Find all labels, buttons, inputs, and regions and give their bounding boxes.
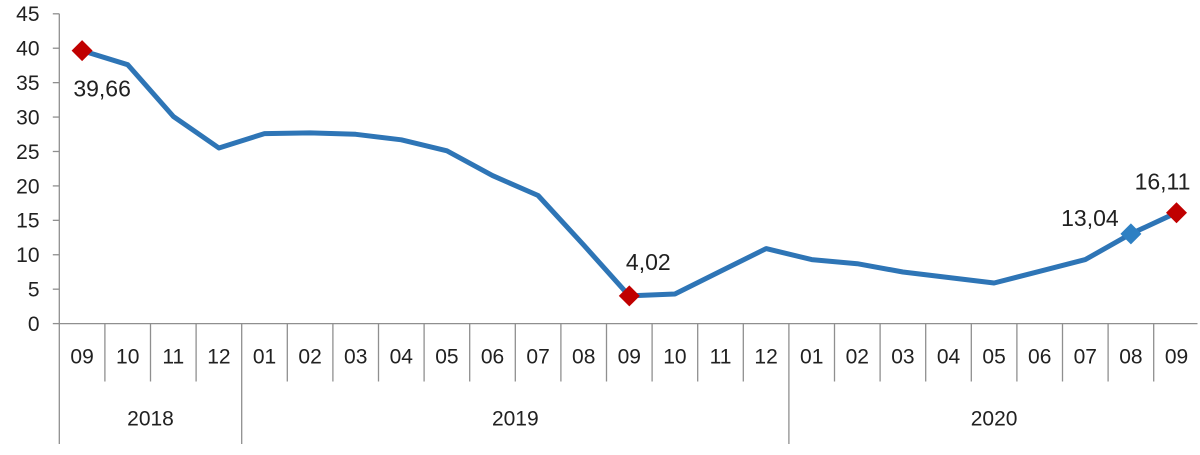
marker-diamond-0 [71,40,93,62]
month-label-7: 04 [390,345,414,368]
month-label-24: 09 [1165,345,1188,368]
year-label-2020: 2020 [971,407,1018,430]
y-tick-label-30: 30 [16,106,39,129]
point-label-24: 16,11 [1135,169,1191,195]
year-label-2018: 2018 [127,407,174,430]
point-label-12: 4,02 [626,249,671,275]
point-label-23: 13,04 [1061,205,1119,231]
marker-diamond-12 [618,285,640,307]
y-tick-label-20: 20 [16,175,39,198]
y-tick-label-45: 45 [16,3,39,26]
month-label-3: 12 [207,345,230,368]
month-label-21: 06 [1028,345,1051,368]
month-label-4: 01 [253,345,276,368]
month-label-10: 07 [526,345,549,368]
y-tick-label-15: 15 [16,210,39,233]
y-tick-label-25: 25 [16,141,39,164]
y-tick-label-40: 40 [16,38,39,61]
month-label-12: 09 [618,345,641,368]
marker-diamond-24 [1166,202,1187,224]
point-label-0: 39,66 [73,76,131,102]
y-tick-label-5: 5 [28,279,40,302]
month-label-2: 11 [162,345,184,368]
month-label-8: 05 [435,345,458,368]
month-label-1: 10 [116,345,139,368]
month-label-14: 11 [710,345,732,368]
y-tick-label-0: 0 [28,313,40,336]
month-label-13: 10 [663,345,686,368]
y-tick-label-35: 35 [16,72,39,95]
month-label-9: 06 [481,345,504,368]
year-label-2019: 2019 [492,407,539,430]
month-label-17: 02 [846,345,869,368]
month-label-6: 03 [344,345,367,368]
month-label-22: 07 [1074,345,1097,368]
y-tick-label-10: 10 [16,244,39,267]
month-label-5: 02 [298,345,321,368]
marker-diamond-23 [1120,223,1142,245]
month-label-20: 05 [982,345,1005,368]
month-label-19: 04 [937,345,961,368]
month-label-11: 08 [572,345,595,368]
month-label-0: 09 [70,345,93,368]
month-label-15: 12 [754,345,777,368]
month-label-16: 01 [800,345,823,368]
month-label-23: 08 [1119,345,1142,368]
month-label-18: 03 [891,345,914,368]
